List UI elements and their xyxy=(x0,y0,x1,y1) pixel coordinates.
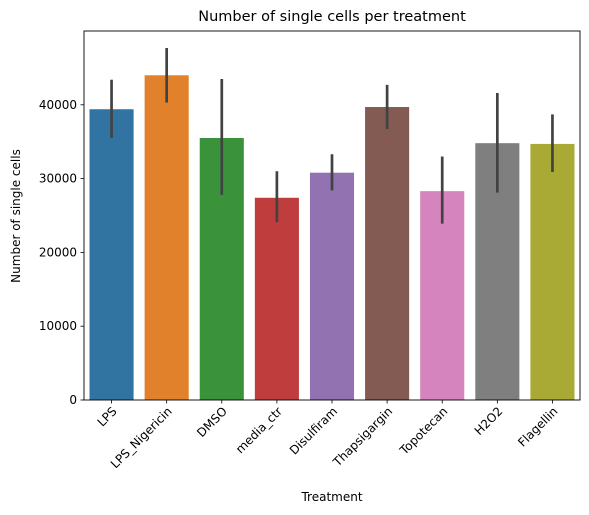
bar-lps xyxy=(89,109,134,400)
y-tick-label: 10000 xyxy=(39,319,77,333)
y-tick-label: 40000 xyxy=(39,98,77,112)
y-tick-label: 30000 xyxy=(39,172,77,186)
bar-media_ctr xyxy=(254,197,299,400)
x-tick-label-h2o2: H2O2 xyxy=(472,404,506,438)
bar-topotecan xyxy=(420,191,465,400)
bar-lps_nigericin xyxy=(144,75,189,400)
bar-thapsigargin xyxy=(365,107,410,400)
bars-group xyxy=(89,75,575,400)
x-tick-label-flagellin: Flagellin xyxy=(515,404,560,449)
error-bars-group xyxy=(110,47,554,224)
x-tick-label-lps: LPS xyxy=(95,404,120,429)
x-tick-label-topotecan: Topotecan xyxy=(396,404,450,458)
bar-disulfiram xyxy=(309,172,355,400)
x-tick-label-dmso: DMSO xyxy=(194,404,230,440)
chart-title: Number of single cells per treatment xyxy=(198,9,466,25)
y-axis-title: Number of single cells xyxy=(9,149,23,283)
y-tick-label: 20000 xyxy=(39,245,77,259)
x-tick-label-disulfiram: Disulfiram xyxy=(287,404,340,457)
x-tick-label-media_ctr: media_ctr xyxy=(233,404,285,456)
x-axis-title: Treatment xyxy=(300,490,362,504)
bar-flagellin xyxy=(530,143,575,400)
y-axis-ticks: 0 10000 20000 30000 40000 xyxy=(39,98,84,407)
y-tick-label: 0 xyxy=(69,393,77,407)
